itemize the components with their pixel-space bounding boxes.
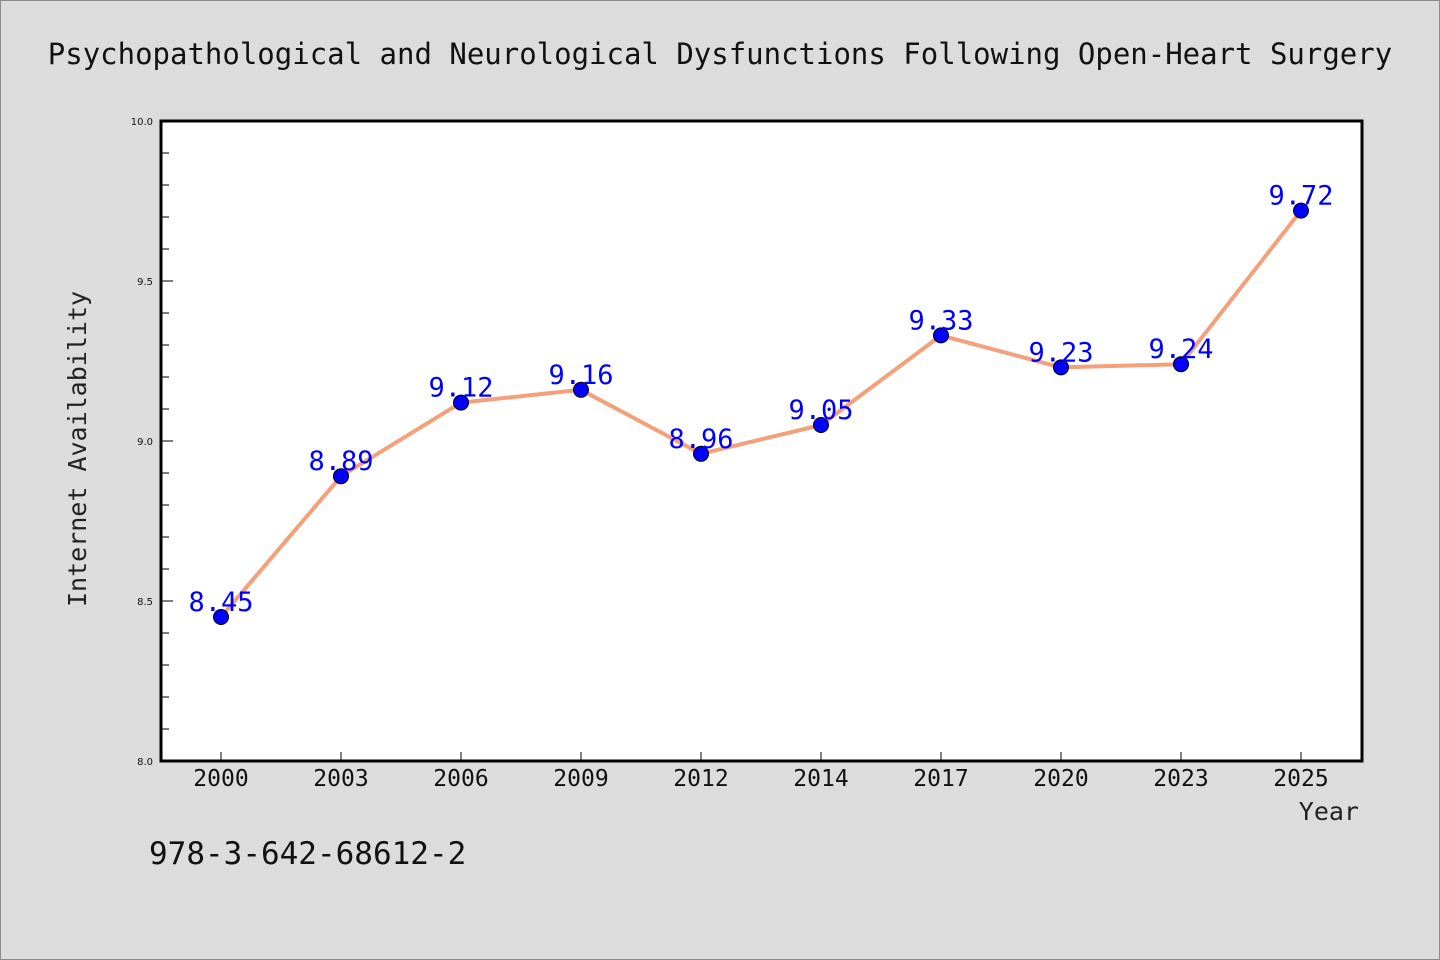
- y-tick-label: 9.0: [137, 437, 153, 448]
- data-label: 9.16: [548, 360, 613, 391]
- data-label: 9.24: [1148, 334, 1213, 365]
- data-point-marker: [333, 468, 349, 485]
- y-tick-label: 10.0: [131, 117, 153, 128]
- plot-frame: [159, 119, 1364, 763]
- data-label: 9.33: [908, 305, 973, 336]
- x-axis-label: Year: [1299, 797, 1359, 826]
- y-axis-label: Internet Availability: [63, 291, 92, 607]
- x-tick-label: 2017: [913, 766, 968, 792]
- data-label: 9.05: [788, 395, 853, 426]
- chart-title: Psychopathological and Neurological Dysf…: [48, 37, 1392, 71]
- footnote-isbn: 978-3-642-68612-2: [149, 836, 466, 872]
- x-ticks: 2000 2003 2006 2009 2012 2014 2017 2020 2023 2025: [193, 752, 1329, 792]
- data-point-marker: [1173, 356, 1189, 373]
- data-point-marker: [693, 445, 709, 462]
- data-point-marker: [573, 381, 589, 398]
- data-point-marker: [453, 394, 469, 411]
- data-point-marker: [1293, 202, 1309, 219]
- y-tick-label: 9.5: [137, 277, 153, 288]
- data-point-marker: [1053, 359, 1069, 376]
- data-label: 8.96: [668, 424, 733, 455]
- data-label: 9.23: [1028, 337, 1093, 368]
- data-point-marker: [213, 609, 229, 625]
- y-tick-label: 8.0: [137, 757, 153, 768]
- y-tick-label: 8.5: [137, 597, 153, 608]
- series-line: [219, 209, 1303, 619]
- x-tick-label: 2014: [793, 766, 848, 792]
- x-tick-label: 2025: [1273, 766, 1328, 792]
- x-tick-label: 2023: [1153, 766, 1208, 792]
- data-label: 9.72: [1268, 181, 1333, 212]
- data-labels: 8.45 8.89 9.12 9.16 8.96 9.05 9.33 9.23 9.24 9.72: [188, 181, 1333, 618]
- x-tick-label: 2006: [433, 766, 488, 792]
- data-point-marker: [813, 417, 829, 433]
- x-tick-label: 2012: [673, 766, 728, 792]
- data-label: 8.45: [188, 587, 253, 618]
- x-tick-label: 2000: [193, 766, 248, 792]
- data-point-marker: [933, 327, 949, 344]
- x-tick-label: 2020: [1033, 766, 1088, 792]
- x-tick-label: 2003: [313, 766, 368, 792]
- data-markers: [213, 202, 1309, 625]
- data-label: 9.12: [428, 373, 493, 404]
- data-label: 8.89: [308, 446, 373, 477]
- x-tick-label: 2009: [553, 766, 608, 792]
